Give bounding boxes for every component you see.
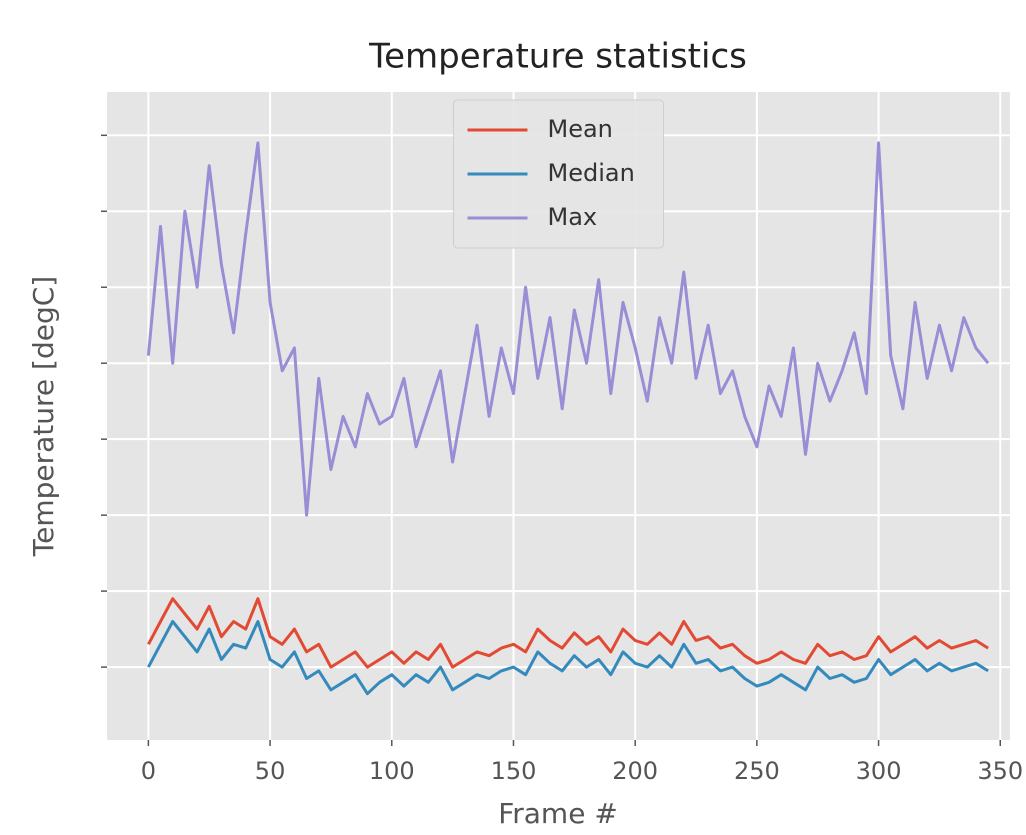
- x-tick-label: 0: [141, 757, 156, 785]
- series-line: [146, 141, 990, 517]
- legend-box: [453, 99, 664, 249]
- x-tick-label: 350: [977, 757, 1023, 785]
- series-line: [147, 597, 989, 669]
- x-tick-label: 50: [255, 757, 286, 785]
- legend-label: Median: [548, 159, 635, 187]
- series-line: [147, 620, 989, 696]
- x-tick-label: 250: [734, 757, 780, 785]
- chart-title: Temperature statistics: [368, 37, 747, 77]
- x-tick-label: 200: [612, 757, 658, 785]
- x-tick-label: 300: [856, 757, 902, 785]
- x-tick-label: 150: [491, 757, 537, 785]
- legend: Mean Median Max: [453, 99, 664, 249]
- y-axis-label: Temperature [degC]: [27, 276, 60, 557]
- legend-label: Max: [548, 203, 598, 231]
- x-axis-label: Frame #: [498, 797, 618, 830]
- legend-label: Mean: [548, 115, 613, 143]
- x-tick-label: 100: [369, 757, 415, 785]
